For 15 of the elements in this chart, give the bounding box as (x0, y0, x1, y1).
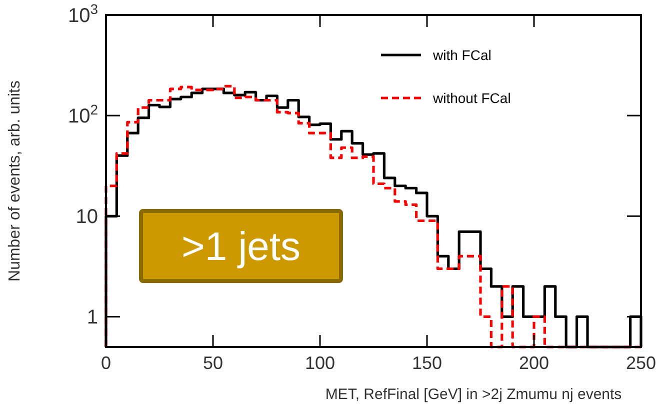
x-tick-label: 0 (100, 353, 112, 373)
x-tick-label: 250 (626, 353, 656, 373)
x-tick-label: 100 (304, 353, 336, 373)
y-tick-label: 1 (86, 306, 98, 329)
y-tick-label: 10$^{2}$ (68, 102, 98, 128)
y-tick-label: 10$^{3}$ (68, 1, 98, 27)
legend-label: with FCal (432, 47, 492, 63)
x-tick-label: 150 (412, 353, 442, 373)
legend-label: without FCal (432, 90, 511, 106)
x-axis-title: MET, RefFinal [GeV] in >2j Zmumu nj events (325, 386, 622, 403)
y-tick-label: 10 (76, 206, 98, 228)
y-axis-title: Number of events, arb. units (6, 80, 24, 282)
annotation: >1 jets (182, 225, 300, 269)
x-tick-label: 50 (202, 353, 224, 373)
x-tick-label: 200 (518, 353, 550, 373)
